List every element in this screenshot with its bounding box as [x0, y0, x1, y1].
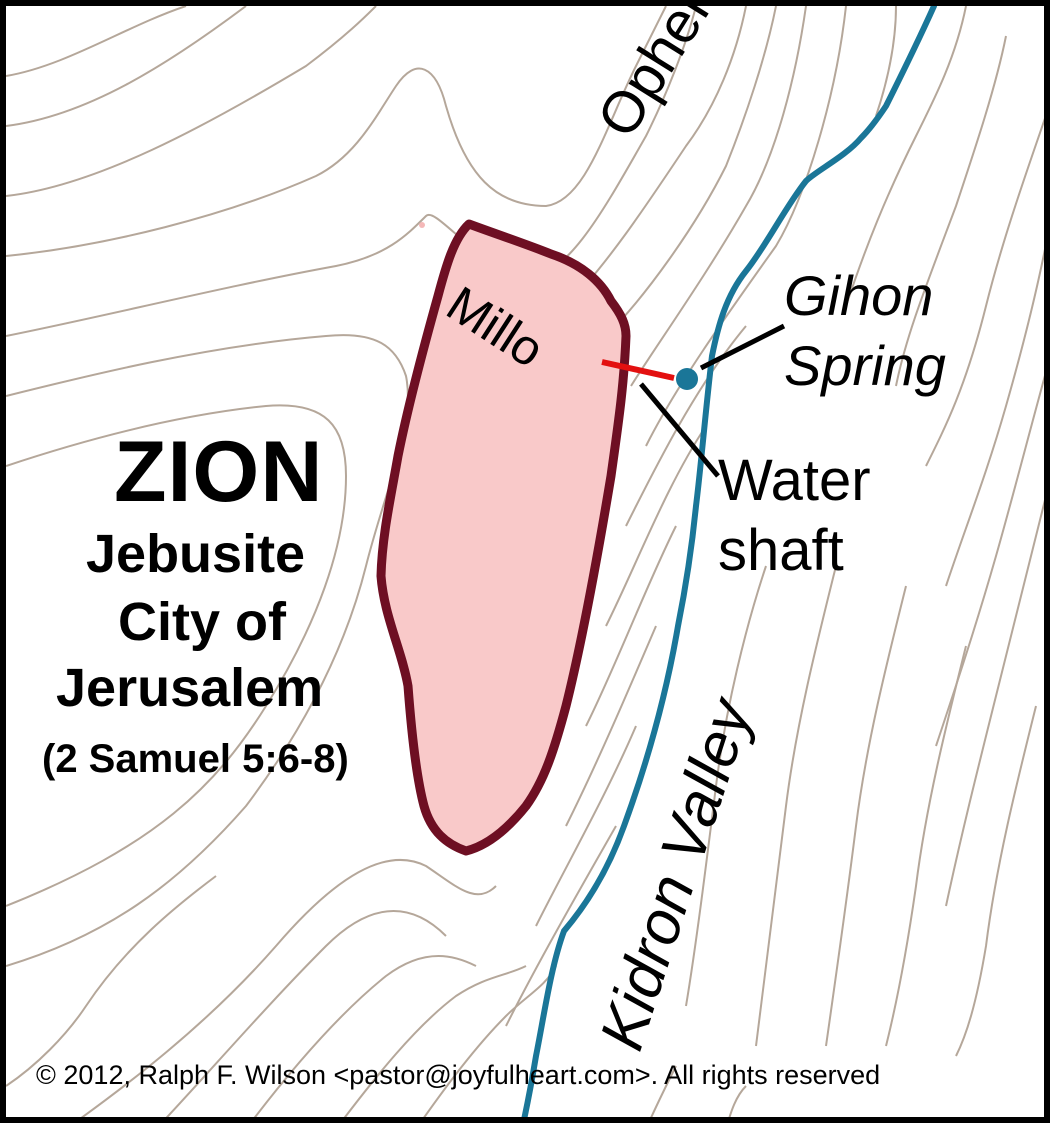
contour-line	[565, 6, 747, 307]
contour-line	[630, 6, 807, 387]
water-shaft-leader-line	[639, 382, 720, 478]
water-shaft-label-line2: shaft	[718, 518, 844, 583]
contour-line	[945, 248, 1044, 587]
contour-line	[165, 910, 447, 1117]
contour-line	[945, 499, 1044, 907]
contour-line	[253, 955, 477, 1117]
contour-line	[728, 1085, 747, 1117]
contour-line	[605, 6, 777, 337]
contour-line	[6, 404, 348, 907]
zion-subtitle-line1: Jebusite	[86, 524, 306, 584]
contour-line	[423, 965, 557, 1117]
contour-line	[895, 35, 1007, 387]
contour-line	[605, 425, 707, 627]
contour-line	[935, 375, 1044, 747]
contour-line	[6, 6, 187, 77]
contour-line	[585, 525, 677, 727]
zion-subtitle-line3: Jerusalem	[56, 658, 324, 718]
city-outline	[376, 219, 631, 856]
contour-line	[80, 858, 497, 1117]
stray-dot	[419, 222, 425, 228]
topographic-map	[6, 6, 1044, 1117]
contour-line	[6, 875, 217, 1087]
contour-line	[650, 1065, 677, 1117]
contour-line	[875, 6, 897, 117]
contour-line	[6, 6, 377, 197]
contour-line	[925, 118, 1044, 467]
gihon-label-line1: Gihon	[784, 264, 934, 327]
contour-line	[885, 645, 967, 1047]
gihon-leader-line	[699, 323, 786, 371]
contour-line	[825, 585, 907, 1047]
contour-line	[6, 6, 667, 257]
contour-line	[6, 6, 247, 127]
contour-line	[685, 565, 767, 1007]
contour-line	[343, 965, 527, 1117]
gihon-label-line2: Spring	[784, 334, 946, 397]
contour-line	[535, 725, 637, 927]
copyright-notice: © 2012, Ralph F. Wilson <pastor@joyfulhe…	[36, 1060, 881, 1090]
gihon-spring-dot	[676, 368, 698, 390]
contour-line	[955, 705, 1037, 1057]
zion-title: ZION	[114, 424, 324, 520]
contour-line	[505, 825, 617, 1027]
contour-line	[755, 565, 837, 1047]
scripture-reference: (2 Samuel 5:6-8)	[42, 737, 349, 781]
zion-subtitle-line2: City of	[118, 592, 286, 652]
water-shaft-label-line1: Water	[718, 448, 871, 513]
contour-line	[6, 6, 697, 337]
water-shaft-line	[601, 359, 675, 381]
contour-line	[565, 625, 657, 827]
contour-line	[845, 6, 967, 307]
contour-line	[645, 6, 847, 447]
kidron-river	[521, 6, 937, 1117]
